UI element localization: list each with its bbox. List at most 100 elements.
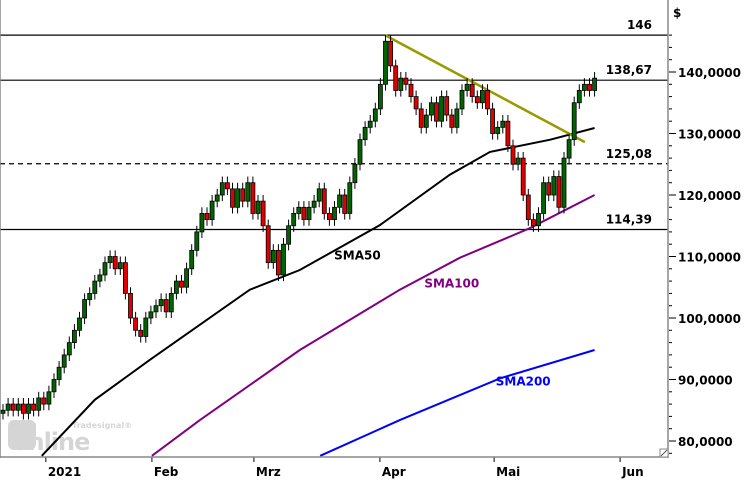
candle — [408, 83, 414, 98]
candle — [301, 206, 307, 221]
candle — [500, 120, 506, 128]
candle — [281, 243, 286, 276]
candle — [0, 409, 6, 414]
y-tick-label: 90,0000 — [678, 374, 733, 388]
candle — [112, 256, 118, 270]
sma200-line — [319, 349, 595, 457]
candle — [561, 157, 567, 208]
candle — [66, 342, 72, 356]
candle — [566, 139, 572, 159]
candle — [173, 280, 179, 294]
candle — [291, 213, 297, 227]
candle — [92, 280, 98, 294]
candle — [495, 126, 501, 134]
candle — [123, 262, 128, 294]
candle — [26, 403, 31, 414]
candle — [490, 108, 496, 134]
candle — [515, 157, 521, 165]
x-tick-label: Jun — [621, 465, 644, 479]
candle — [525, 194, 531, 221]
candle — [459, 90, 465, 110]
candle — [148, 311, 154, 319]
candle — [5, 403, 11, 411]
x-tick-label: 2021 — [48, 465, 81, 479]
candle — [56, 366, 62, 380]
candle — [265, 225, 271, 264]
candle — [168, 292, 174, 313]
series-label: SMA50 — [334, 249, 381, 263]
candle — [163, 299, 169, 313]
watermark-word: online — [12, 428, 90, 456]
candle — [219, 182, 225, 196]
candle — [372, 108, 378, 122]
candle — [592, 77, 597, 91]
candle — [72, 329, 77, 343]
candle — [510, 145, 516, 165]
candle — [194, 231, 200, 251]
candle — [464, 83, 470, 91]
candle — [184, 268, 190, 288]
candle — [485, 90, 490, 110]
candle — [204, 213, 210, 220]
candle — [235, 188, 241, 208]
x-tick-label: Mrz — [256, 465, 281, 479]
candle — [102, 262, 108, 276]
x-tick-label: Feb — [154, 465, 179, 479]
candle — [531, 219, 536, 227]
candle — [87, 292, 93, 300]
resize-corner-icon[interactable] — [659, 448, 669, 458]
candle — [82, 299, 87, 319]
currency-label: $ — [673, 6, 681, 20]
candle — [97, 274, 103, 282]
candle — [398, 77, 404, 91]
candle — [582, 83, 587, 91]
candle — [46, 391, 52, 405]
y-tick-label: 130,0000 — [678, 128, 741, 142]
candle — [158, 299, 164, 307]
candle — [245, 182, 251, 202]
y-tick-label: 100,0000 — [678, 312, 741, 326]
candle — [403, 77, 409, 85]
y-tick-label: 110,0000 — [678, 251, 741, 265]
candle — [306, 206, 312, 221]
candle — [61, 354, 67, 368]
candle — [520, 157, 526, 196]
candle — [230, 188, 235, 208]
candle — [20, 403, 26, 414]
candle — [505, 120, 511, 147]
y-tick-label: 80,0000 — [678, 435, 733, 449]
series-label: SMA100 — [424, 276, 479, 290]
sma100-line — [151, 194, 596, 457]
candle — [143, 317, 149, 337]
candle — [41, 397, 47, 405]
candle — [316, 188, 322, 202]
series-label: SMA200 — [496, 375, 551, 389]
candle — [352, 163, 358, 184]
candle — [418, 108, 424, 128]
candle — [423, 114, 429, 128]
candle — [337, 194, 343, 208]
tradesignal-online-logo: Tradesignal® online — [8, 420, 132, 456]
candle — [214, 194, 220, 202]
candle — [439, 96, 445, 122]
level-label: 138,67 — [606, 63, 652, 77]
candle — [413, 96, 419, 110]
candle — [571, 102, 577, 141]
candle — [546, 182, 552, 196]
y-tick-label: 140,0000 — [678, 66, 741, 80]
candle — [224, 182, 230, 190]
candle — [454, 108, 460, 128]
candle — [199, 213, 205, 233]
candle — [286, 225, 292, 245]
candle — [128, 292, 133, 319]
candle — [15, 403, 21, 411]
candle — [179, 280, 184, 288]
candle — [377, 83, 383, 110]
candle — [479, 90, 485, 104]
candle — [311, 200, 317, 208]
candle — [587, 83, 592, 91]
candle — [260, 200, 266, 227]
candle — [383, 40, 388, 85]
candle — [428, 102, 434, 116]
